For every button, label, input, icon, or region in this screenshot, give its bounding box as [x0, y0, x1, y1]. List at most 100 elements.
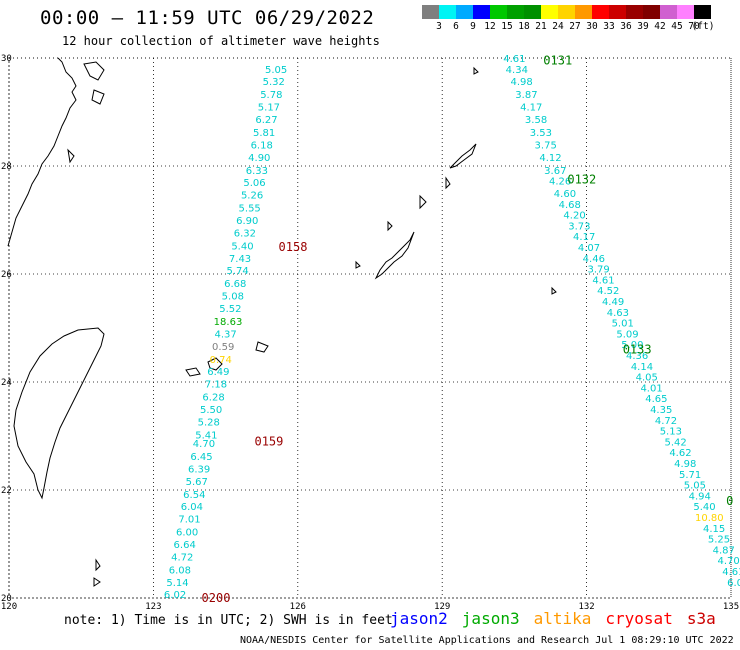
coast-island: [445, 176, 451, 190]
wave-height-value: 5.71: [679, 470, 701, 481]
satellite-jason2: jason2: [390, 609, 448, 628]
wave-height-value: 4.72: [655, 416, 677, 427]
legend-swatch: [575, 5, 592, 19]
map-grid: [8, 57, 732, 599]
wave-height-value: 5.06: [243, 178, 265, 189]
coast-island: [419, 194, 427, 210]
wave-height-value: 6.00: [176, 528, 198, 539]
coast-island: [387, 220, 393, 232]
wave-height-value: 5.05: [684, 481, 706, 492]
wave-height-value: 4.62: [669, 448, 691, 459]
wave-height-value: 4.98: [674, 459, 696, 470]
legend-label: 45: [671, 21, 683, 32]
legend-label: 70: [688, 21, 700, 32]
wave-height-value: 5.42: [665, 437, 687, 448]
legend-label: 27: [569, 21, 581, 32]
wave-height-value: 4.49: [602, 297, 624, 308]
legend-labels: 3 6 9 12 15 18 21 24 27 30 33 36 39 42 45 70 (ft): [422, 21, 714, 35]
wave-height-value: 6.39: [188, 464, 210, 475]
wave-height-value: 7.18: [205, 380, 227, 391]
ishigaki-island: [207, 357, 223, 371]
wave-height-value: 4.87: [713, 545, 735, 556]
wave-height-value: 6.28: [202, 393, 224, 404]
satellite-s3a: s3a: [686, 609, 716, 628]
wave-height-value: 18.63: [214, 317, 243, 328]
legend-label: 24: [552, 21, 564, 32]
wave-height-value: 5.67: [186, 477, 208, 488]
wave-height-value: 4.61: [722, 567, 740, 578]
legend-label: 6: [453, 21, 459, 32]
legend-swatch: [422, 5, 439, 19]
wave-height-value: 5.17: [258, 103, 280, 114]
wave-height-value: 4.72: [171, 552, 193, 563]
wave-height-value: 5.14: [166, 578, 188, 589]
wave-height-value: 6.18: [251, 140, 273, 151]
wave-height-value: 4.17: [573, 232, 595, 243]
wave-height-value: 5.52: [219, 304, 241, 315]
legend-swatch: [609, 5, 626, 19]
wave-height-value: 4.68: [559, 200, 581, 211]
legend-label: 36: [620, 21, 632, 32]
coast-island: [67, 148, 75, 164]
wave-height-value: 5.05: [265, 65, 287, 76]
legend-swatch: [660, 5, 677, 19]
coast-island: [93, 577, 101, 587]
wave-height-value: 4.07: [578, 243, 600, 254]
legend-swatch: [490, 5, 507, 19]
wave-height-value: 5.28: [198, 417, 220, 428]
amami-island: [449, 143, 477, 169]
wave-height-value: 5.08: [222, 292, 244, 303]
wave-height-value: 6.49: [207, 367, 229, 378]
wave-height-value: 5.01: [612, 319, 634, 330]
wave-height-value: 6.04: [181, 502, 203, 513]
x-tick-label: 129: [434, 602, 450, 612]
wave-height-value: 5.26: [241, 191, 263, 202]
wave-height-value: 4.17: [520, 103, 542, 114]
pass-time-label: 0158: [279, 240, 308, 254]
pass-time-label: 0: [726, 494, 733, 508]
axis-labels: 120 123 126 129 132 135 30 28 26 24 22 20: [1, 54, 739, 612]
wave-height-value: 4.01: [640, 383, 662, 394]
wave-height-value: 4.52: [597, 286, 619, 297]
legend-label: 9: [470, 21, 476, 32]
wave-height-value: 3.58: [525, 115, 547, 126]
y-tick-label: 20: [1, 594, 12, 604]
wave-height-value: 5.09: [616, 329, 638, 340]
legend-label: 3: [436, 21, 442, 32]
legend-swatch: [507, 5, 524, 19]
satellite-cryosat: cryosat: [605, 609, 673, 628]
wave-height-value: 5.32: [263, 77, 285, 88]
legend-label: 42: [654, 21, 666, 32]
legend-label: 30: [586, 21, 598, 32]
footer-note: note: 1) Time is in UTC; 2) SWH is in fe…: [64, 613, 393, 628]
map-frame: [8, 57, 732, 599]
legend-swatch: [473, 5, 490, 19]
wave-height-value: 4.63: [607, 308, 629, 319]
coast-island: [551, 286, 557, 295]
wave-height-value: 4.35: [650, 405, 672, 416]
coast-island: [95, 558, 101, 572]
legend-label: 18: [518, 21, 530, 32]
wave-height-value: 6.27: [255, 115, 277, 126]
wave-height-value: 5.40: [231, 241, 253, 252]
wave-height-value: 4.36: [626, 351, 648, 362]
pass-time-label: 0133: [623, 343, 652, 357]
credit-line: NOAA/NESDIS Center for Satellite Applica…: [240, 635, 734, 646]
wave-height-value: 4.26: [549, 177, 571, 188]
legend-swatch: [694, 5, 711, 19]
pass-time-label: 0131: [543, 54, 572, 68]
wave-height-value: 0.74: [210, 355, 232, 366]
okinawa-island: [374, 231, 415, 280]
pass-time-label: 0159: [254, 434, 283, 448]
legend-swatch: [456, 5, 473, 19]
legend-label: 21: [535, 21, 547, 32]
wave-height-value: 5.74: [227, 266, 249, 277]
legend-swatch: [643, 5, 660, 19]
x-tick-label: 135: [723, 602, 739, 612]
wave-height-value: 3.75: [535, 140, 557, 151]
wave-height-value: 5.78: [260, 90, 282, 101]
taiwan-coastline: [13, 327, 105, 500]
wave-height-value: 3.79: [588, 265, 610, 276]
wave-height-value: 6.32: [234, 228, 256, 239]
